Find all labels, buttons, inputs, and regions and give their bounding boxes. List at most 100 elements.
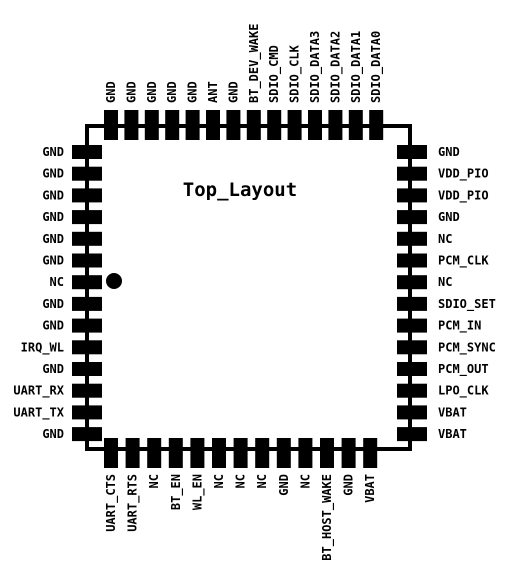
- right-pin-label-pcm-out: PCM_OUT: [438, 362, 489, 377]
- right-pin-label-nc: NC: [438, 275, 452, 289]
- bottom-pin-pad-9: [276, 438, 291, 468]
- right-pin-label-nc: NC: [438, 232, 452, 246]
- left-pin-label-uart-tx: UART_TX: [13, 405, 64, 420]
- diagram-title: Top_Layout: [183, 179, 297, 201]
- top-pin-label-gnd: GND: [145, 81, 159, 103]
- top-pin-pad-1: [104, 110, 118, 140]
- top-pin-pad-3: [144, 110, 159, 140]
- right-pin-pad-5: [397, 231, 427, 246]
- bottom-pin-label-uart-rts: UART_RTS: [126, 474, 141, 532]
- top-pin-label-ant: ANT: [206, 81, 220, 103]
- right-pin-label-pcm-clk: PCM_CLK: [438, 254, 489, 269]
- right-pin-pad-7: [397, 275, 427, 290]
- right-pin-pad-8: [397, 296, 427, 311]
- left-pin-label-gnd: GND: [42, 254, 64, 268]
- left-pin-pad-4: [72, 210, 102, 225]
- top-pin-pad-9: [267, 110, 282, 140]
- left-pin-pad-14: [72, 427, 102, 442]
- top-pin-pad-11: [308, 110, 322, 140]
- top-pin-label-sdio-data1: SDIO_DATA1: [349, 31, 364, 103]
- top-pin-pad-4: [165, 110, 180, 140]
- right-pin-pad-13: [397, 405, 427, 420]
- left-pin-label-irq-wl: IRQ_WL: [21, 340, 64, 355]
- left-pin-pad-3: [72, 188, 102, 203]
- left-pin-label-gnd: GND: [42, 145, 64, 159]
- right-pin-label-pcm-in: PCM_IN: [438, 319, 481, 334]
- top-pin-pad-12: [328, 110, 343, 140]
- bottom-pin-label-vbat: VBAT: [363, 474, 377, 503]
- left-pin-pad-5: [72, 231, 102, 246]
- bottom-pin-pad-7: [233, 438, 248, 468]
- top-pin-pad-8: [246, 110, 261, 140]
- right-pin-pad-4: [397, 210, 427, 225]
- right-pin-pad-3: [397, 188, 427, 203]
- left-pin-label-uart-rx: UART_RX: [13, 384, 64, 399]
- top-pin-pad-13: [348, 110, 363, 140]
- top-pin-label-sdio-data3: SDIO_DATA3: [308, 31, 323, 103]
- left-pin-label-gnd: GND: [42, 427, 64, 441]
- bottom-pin-label-uart-cts: UART_CTS: [104, 474, 119, 532]
- left-pin-label-gnd: GND: [42, 362, 64, 376]
- right-pin-label-gnd: GND: [438, 145, 460, 159]
- right-pin-label-pcm-sync: PCM_SYNC: [438, 340, 496, 355]
- bottom-pin-label-nc: NC: [212, 474, 226, 488]
- right-pin-label-lpo-clk: LPO_CLK: [438, 384, 489, 399]
- right-pin-pad-10: [397, 340, 427, 355]
- top-pin-pad-10: [287, 110, 302, 140]
- bottom-pin-pad-3: [147, 438, 162, 468]
- top-pin-label-gnd: GND: [226, 81, 240, 103]
- top-pin-pad-14: [369, 110, 384, 140]
- left-pin-pad-7: [72, 275, 102, 290]
- left-pin-label-gnd: GND: [42, 210, 64, 224]
- bottom-pin-pad-6: [212, 438, 226, 468]
- bottom-pin-pad-11: [320, 438, 334, 468]
- top-pin-label-sdio-clk: SDIO_CLK: [288, 44, 303, 103]
- right-pin-label-vbat: VBAT: [438, 427, 467, 441]
- right-pin-pad-2: [397, 166, 427, 181]
- top-pin-label-gnd: GND: [186, 81, 200, 103]
- top-pin-label-gnd: GND: [124, 81, 138, 103]
- right-pin-pad-1: [397, 145, 427, 159]
- top-pin-pad-6: [206, 110, 220, 140]
- right-pin-pad-9: [397, 318, 427, 333]
- left-pin-pad-1: [72, 145, 102, 159]
- left-pin-label-gnd: GND: [42, 319, 64, 333]
- left-pin-pad-12: [72, 383, 102, 398]
- bottom-pin-label-nc: NC: [298, 474, 312, 488]
- right-pin-label-vdd-pio: VDD_PIO: [438, 188, 489, 203]
- top-pin-pad-7: [226, 110, 241, 140]
- chip-body-outline: [85, 124, 412, 451]
- bottom-pin-pad-10: [298, 438, 313, 468]
- bottom-pin-label-gnd: GND: [342, 474, 356, 496]
- bottom-pin-label-bt-host-wake: BT_HOST_WAKE: [320, 474, 335, 561]
- top-pin-label-gnd: GND: [104, 81, 118, 103]
- left-pin-label-gnd: GND: [42, 188, 64, 202]
- bottom-pin-label-gnd: GND: [277, 474, 291, 496]
- bottom-pin-label-nc: NC: [147, 474, 161, 488]
- top-pin-label-gnd: GND: [165, 81, 179, 103]
- top-pin-label-sdio-data0: SDIO_DATA0: [369, 31, 384, 103]
- left-pin-pad-11: [72, 362, 102, 376]
- top-pin-pad-5: [185, 110, 200, 140]
- bottom-pin-label-nc: NC: [255, 474, 269, 488]
- top-pin-pad-2: [124, 110, 139, 140]
- top-pin-label-sdio-data2: SDIO_DATA2: [328, 31, 343, 103]
- left-pin-label-nc: NC: [50, 275, 64, 289]
- bottom-pin-label-bt-en: BT_EN: [169, 474, 184, 510]
- bottom-pin-pad-13: [363, 438, 378, 468]
- right-pin-pad-6: [397, 253, 427, 268]
- left-pin-pad-2: [72, 166, 102, 181]
- left-pin-label-gnd: GND: [42, 297, 64, 311]
- top-pin-label-sdio-cmd: SDIO_CMD: [267, 45, 282, 103]
- top-pin-label-bt-dev-wake: BT_DEV_WAKE: [247, 24, 262, 103]
- right-pin-pad-14: [397, 427, 427, 442]
- bottom-pin-pad-1: [104, 438, 118, 468]
- bottom-pin-pad-2: [125, 438, 140, 468]
- bottom-pin-pad-5: [190, 438, 205, 468]
- right-pin-label-sdio-set: SDIO_SET: [438, 297, 496, 312]
- right-pin-label-vdd-pio: VDD_PIO: [438, 167, 489, 182]
- bottom-pin-pad-8: [255, 438, 270, 468]
- left-pin-pad-10: [72, 340, 102, 355]
- left-pin-label-gnd: GND: [42, 167, 64, 181]
